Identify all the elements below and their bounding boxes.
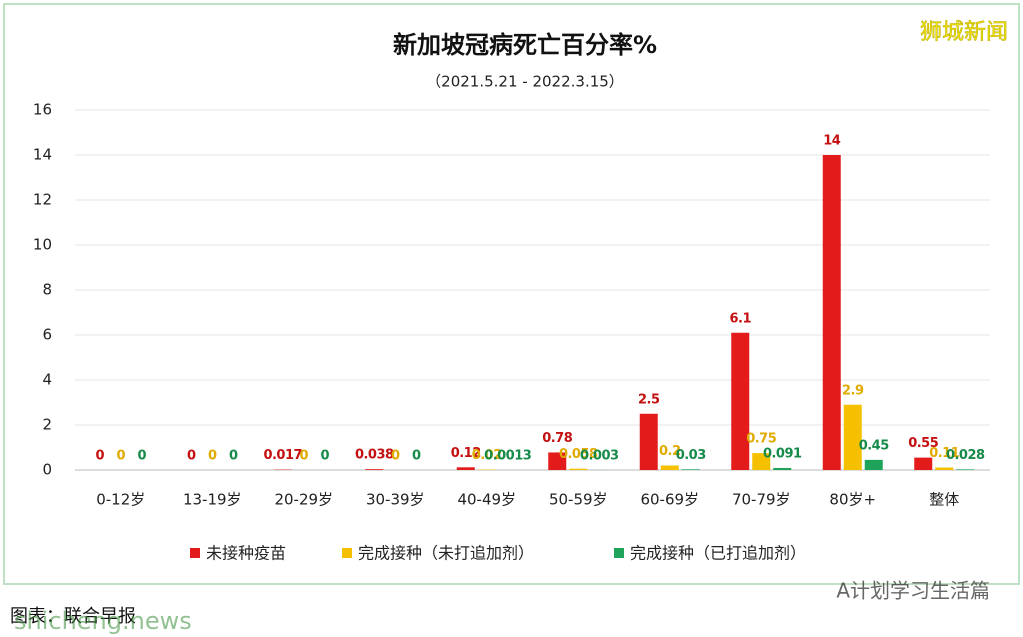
x-tick-label: 70-79岁 xyxy=(732,491,791,509)
value-label: 0.091 xyxy=(763,446,802,461)
x-tick-label: 20-29岁 xyxy=(274,491,333,509)
bar xyxy=(639,413,658,470)
source: 图表：联合早报 xyxy=(10,606,136,627)
bar xyxy=(660,465,679,470)
legend-swatch xyxy=(342,548,352,558)
bar xyxy=(843,404,862,470)
value-label: 0 xyxy=(412,449,421,464)
bar xyxy=(456,467,475,470)
value-label: 0 xyxy=(299,449,308,464)
value-label: 0.017 xyxy=(263,448,302,463)
value-label: 0.028 xyxy=(946,448,985,463)
bar xyxy=(569,468,588,470)
legend-label: 完成接种（已打追加剂） xyxy=(630,544,806,563)
value-label: 0 xyxy=(229,449,238,464)
legend-label: 完成接种（未打追加剂） xyxy=(358,544,534,563)
x-tick-label: 0-12岁 xyxy=(96,491,145,509)
y-tick-label: 2 xyxy=(42,416,52,434)
bar xyxy=(731,332,750,470)
y-tick-label: 12 xyxy=(33,191,52,209)
bar xyxy=(914,457,933,470)
y-tick-label: 0 xyxy=(42,461,52,479)
value-label: 0 xyxy=(95,449,104,464)
value-label: 0.03 xyxy=(676,448,707,463)
value-label: 0.2 xyxy=(659,444,681,459)
value-label: 0 xyxy=(137,449,146,464)
value-label: 0 xyxy=(208,449,217,464)
value-label: 0.12 xyxy=(451,446,481,461)
value-label: 0.78 xyxy=(542,431,573,446)
value-label: 14 xyxy=(823,134,841,149)
y-tick-label: 6 xyxy=(42,326,52,344)
bar xyxy=(956,469,975,470)
x-tick-label: 30-39岁 xyxy=(366,491,425,509)
frame xyxy=(3,3,1020,585)
x-tick-label: 80岁+ xyxy=(829,491,876,509)
value-label: 0.02 xyxy=(472,448,502,463)
bar xyxy=(935,467,954,470)
value-label: 0 xyxy=(320,449,329,464)
watermark: A计划学习生活篇 xyxy=(836,579,990,603)
value-label: 0.058 xyxy=(559,447,598,462)
bar xyxy=(681,469,700,470)
x-tick-label: 13-19岁 xyxy=(183,491,242,509)
value-label: 2.9 xyxy=(842,383,864,398)
bar xyxy=(752,453,771,470)
value-label: 6.1 xyxy=(729,311,751,326)
value-label: 2.5 xyxy=(638,392,660,407)
value-label: 0.55 xyxy=(908,436,939,451)
value-label: 0.003 xyxy=(580,448,619,463)
y-tick-label: 10 xyxy=(33,236,52,254)
value-label: 0.0013 xyxy=(484,448,532,463)
value-label: 0 xyxy=(187,449,196,464)
value-label: 0 xyxy=(391,449,400,464)
chart-subtitle: （2021.5.21 - 2022.3.15） xyxy=(426,73,624,91)
legend-swatch xyxy=(614,548,624,558)
x-tick-label: 整体 xyxy=(929,491,959,509)
y-tick-label: 16 xyxy=(33,101,52,119)
y-tick-label: 8 xyxy=(42,281,52,299)
x-tick-label: 60-69岁 xyxy=(640,491,699,509)
value-label: 0.11 xyxy=(929,446,960,461)
y-tick-label: 14 xyxy=(33,146,52,164)
value-label: 0.45 xyxy=(859,438,890,453)
watermark: shicheng.news xyxy=(14,607,192,635)
value-label: 0 xyxy=(116,449,125,464)
value-label: 0.038 xyxy=(355,448,394,463)
x-tick-label: 50-59岁 xyxy=(549,491,608,509)
bar xyxy=(548,452,567,470)
bar xyxy=(365,469,384,470)
y-tick-label: 4 xyxy=(42,371,52,389)
bar xyxy=(864,459,883,470)
legend-label: 未接种疫苗 xyxy=(206,544,286,563)
value-label: 0.75 xyxy=(746,432,777,447)
bar xyxy=(773,467,792,470)
x-tick-label: 40-49岁 xyxy=(457,491,516,509)
legend-swatch xyxy=(190,548,200,558)
bar xyxy=(822,155,841,470)
brand: 狮城新闻 xyxy=(920,20,1008,45)
chart-title: 新加坡冠病死亡百分率% xyxy=(393,31,657,59)
